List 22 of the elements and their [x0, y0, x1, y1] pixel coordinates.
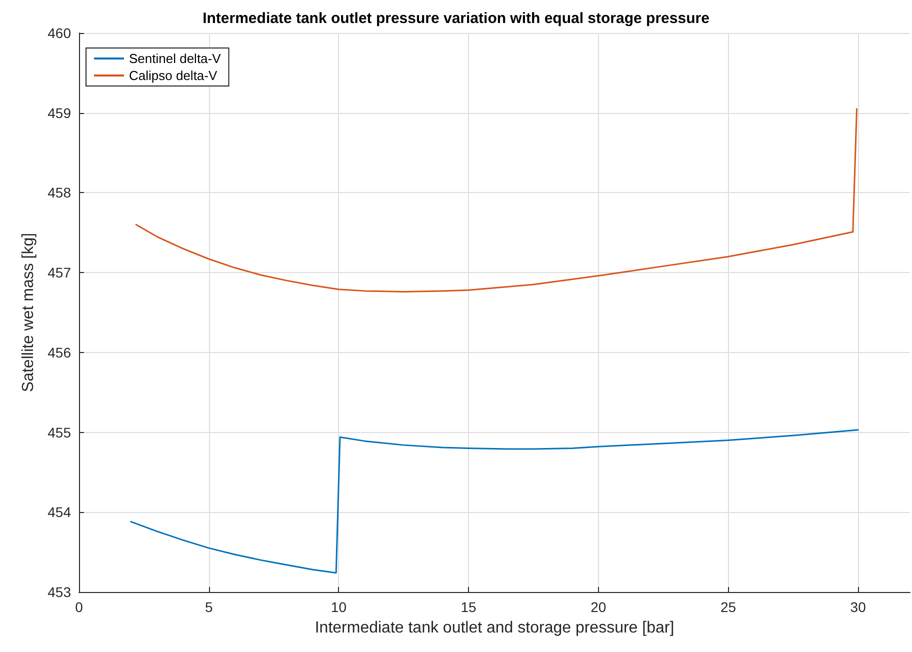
y-tick-label: 457	[48, 264, 72, 281]
y-tick-label: 455	[48, 424, 72, 440]
chart-title: Intermediate tank outlet pressure variation with equal storage pressure	[202, 10, 710, 27]
x-tick-label: 15	[460, 599, 477, 615]
y-tick-label: 453	[48, 584, 72, 600]
y-axis-title: Satellite wet mass [kg]	[20, 232, 38, 392]
y-tick-label: 458	[48, 184, 72, 201]
y-tick-label: 459	[48, 104, 72, 121]
x-tick-label: 10	[330, 599, 347, 615]
legend-label: Calipso delta-V	[129, 68, 218, 83]
x-tick-label: 20	[590, 599, 606, 615]
x-tick-label: 5	[204, 599, 213, 615]
x-axis-title: Intermediate tank outlet and storage pressure [bar]	[314, 620, 674, 636]
x-tick-label: 0	[75, 599, 84, 615]
y-tick-label: 454	[48, 504, 72, 520]
legend-label: Sentinel delta-V	[129, 51, 222, 66]
line-series	[130, 429, 859, 574]
line-series	[135, 108, 858, 292]
y-tick-label: 456	[48, 344, 72, 360]
y-tick-label: 460	[48, 25, 72, 41]
x-tick-label: 30	[850, 599, 866, 615]
x-tick-label: 25	[720, 599, 736, 615]
